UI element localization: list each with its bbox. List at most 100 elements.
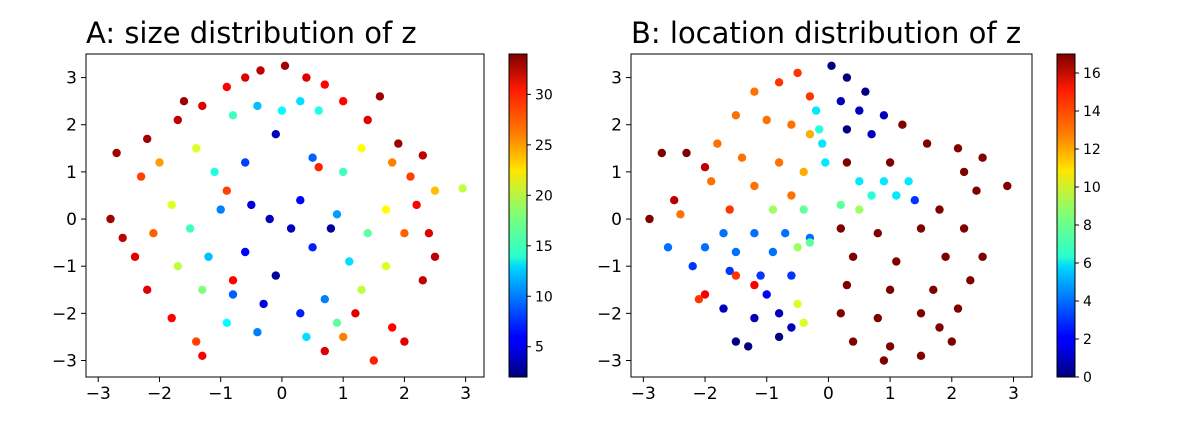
panel-b-scatter-plot: [645, 61, 1012, 365]
panel-a-x-tick-label: 0: [277, 384, 288, 404]
panel-b-point: [910, 196, 919, 205]
panel-b-x-tick-label: −2: [692, 384, 717, 404]
panel-b-point: [836, 224, 845, 233]
panel-b-point: [781, 229, 790, 238]
panel-b-point: [799, 167, 808, 177]
panel-a-point: [394, 139, 403, 148]
panel-a-title: A: size distribution of z: [86, 16, 417, 50]
panel-a-point: [381, 262, 391, 271]
panel-b-point: [916, 224, 926, 233]
panel-b-x-tick-label: 0: [823, 384, 834, 404]
panel-b-point: [774, 78, 784, 87]
panel-b-point: [941, 252, 950, 261]
panel-b-y-tick-label: −2: [597, 304, 622, 324]
panel-b-point: [821, 158, 830, 167]
panel-b-point: [799, 205, 808, 214]
panel-b-point: [972, 186, 981, 195]
panel-b-y-tick-label: 2: [611, 116, 622, 136]
panel-a-colorbar-tick-label: 30: [535, 87, 553, 103]
panel-b-point: [855, 205, 864, 214]
panel-b-point: [818, 139, 827, 148]
panel-b-point: [959, 167, 969, 177]
panel-a-point: [185, 224, 195, 233]
panel-a-point: [339, 332, 348, 342]
panel-a-point: [280, 61, 290, 70]
panel-b-title: B: location distribution of z: [631, 16, 1021, 50]
panel-b-point: [898, 120, 907, 129]
panel-b-x-tick-label: −1: [754, 384, 779, 404]
panel-a-point: [363, 229, 372, 238]
panel-b-point: [756, 271, 765, 280]
panel-a-point: [179, 97, 189, 106]
panel-a-point: [167, 200, 176, 210]
panel-b-colorbar: 0 2 4 6 8 10 12 14 16: [1056, 53, 1101, 386]
panel-b-point: [670, 196, 679, 205]
panel-b-y-tick-label: 0: [611, 210, 622, 230]
panel-b-point: [731, 337, 741, 346]
panel-b-point: [842, 73, 852, 82]
panel-a-point: [302, 73, 311, 82]
panel-b-point: [855, 177, 864, 186]
panel-b-point: [922, 139, 932, 148]
panel-b-point: [750, 181, 759, 191]
panel-b-point: [688, 262, 697, 271]
panel-a-x-tick-label: −2: [147, 384, 172, 404]
panel-b-point: [725, 205, 734, 214]
panel-b-point: [707, 177, 716, 186]
panel-a-point: [222, 186, 231, 195]
panel-b-point: [892, 191, 901, 200]
panel-a-colorbar: 5 10 15 20 25 30: [508, 53, 553, 378]
panel-b-point: [768, 205, 778, 214]
panel-b-point: [953, 144, 963, 153]
panel-b-point: [904, 177, 913, 186]
panel-b-point: [774, 158, 784, 167]
panel-a-point: [149, 229, 158, 238]
panel-a-point: [173, 115, 182, 125]
panel-a-point: [228, 276, 238, 285]
panel-b-colorbar-tick-label: 8: [1083, 218, 1092, 234]
panel-a-point: [198, 285, 207, 294]
panel-b-point: [811, 106, 821, 115]
panel-a-point: [308, 153, 317, 162]
panel-b-point: [848, 252, 858, 261]
panel-a-point: [345, 257, 354, 266]
panel-b-point: [750, 87, 759, 96]
panel-a: A: size distribution of z −3 −2 −1 0 1 2 3 −3 −2…: [52, 16, 553, 404]
panel-a-point: [369, 356, 378, 365]
panel-b-point: [750, 313, 759, 323]
panel-b-point: [774, 332, 784, 342]
panel-a-x-tick-label: −3: [86, 384, 111, 404]
panel-b-y-tick-label: 1: [611, 163, 622, 183]
panel-b-point: [978, 153, 987, 162]
panel-b-colorbar-tick-label: 4: [1083, 294, 1092, 310]
panel-b-colorbar-gradient: [1056, 53, 1076, 378]
panel-b-point: [848, 337, 858, 346]
panel-a-point: [167, 313, 176, 323]
panel-a-point: [216, 205, 225, 214]
panel-b-point: [657, 148, 666, 158]
panel-b-point: [645, 214, 654, 224]
panel-a-point: [430, 252, 440, 261]
panel-b-x-tick-label: 2: [946, 384, 957, 404]
panel-a-point: [106, 214, 115, 224]
panel-a-point: [339, 97, 348, 106]
panel-a-colorbar-tick-label: 20: [535, 188, 553, 204]
panel-a-colorbar-tick-label: 5: [535, 340, 544, 356]
panel-b-point: [762, 115, 771, 125]
panel-a-point: [210, 167, 219, 177]
panel-b-point: [885, 342, 895, 351]
panel-b-colorbar-tick-label: 14: [1083, 104, 1101, 120]
panel-b-point: [842, 158, 852, 167]
panel-a-scatter-plot: [106, 61, 467, 365]
panel-b-colorbar-tick-label: 6: [1083, 256, 1092, 272]
panel-a-point: [286, 224, 296, 233]
panel-b-point: [815, 125, 824, 134]
panel-a-colorbar-tick-label: 10: [535, 289, 553, 305]
panel-a-point: [247, 200, 256, 210]
panel-a-point: [302, 332, 311, 342]
panel-b-axes-frame: [630, 53, 1033, 378]
panel-a-point: [296, 97, 305, 106]
panel-a-x-tick-label: 2: [399, 384, 410, 404]
panel-b-point: [935, 205, 944, 214]
panel-a-x-tick-label: −1: [208, 384, 233, 404]
